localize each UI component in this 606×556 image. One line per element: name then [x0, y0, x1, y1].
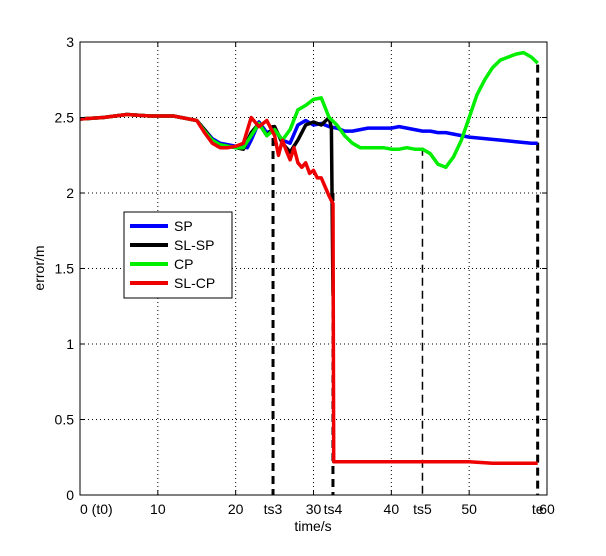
y-tick-label: 0.5	[55, 412, 75, 428]
x-axis-label: time/s	[294, 518, 331, 534]
event-marker-label-ts5: ts5	[413, 501, 432, 517]
x-tick-label: 20	[228, 501, 244, 517]
x-tick-label: 10	[150, 501, 166, 517]
x-tick-label: 50	[461, 501, 477, 517]
y-tick-label: 1	[66, 336, 74, 352]
legend-label-sp: SP	[174, 218, 193, 234]
legend-label-sl-cp: SL-CP	[174, 275, 215, 291]
axis-ticks: 0 (t0) 10 20 30 40 50 60 0 0.5 1 1.5 2 2.5 3 ts3 ts4 ts5…	[55, 34, 555, 517]
y-tick-label: 0	[66, 487, 74, 503]
legend-label-cp: CP	[174, 256, 193, 272]
y-axis-label: error/m	[31, 245, 47, 290]
series-line-sl-cp	[79, 112, 538, 466]
event-marker-label-te: te	[532, 501, 544, 517]
x-tick-label: 0 (t0)	[80, 501, 113, 517]
x-tick-label: 40	[384, 501, 400, 517]
data-series	[79, 50, 539, 466]
legend: SP SL-SP CP SL-CP	[123, 211, 233, 299]
y-tick-label: 1.5	[55, 261, 75, 277]
y-tick-label: 2.5	[55, 110, 75, 126]
y-tick-label: 3	[66, 34, 74, 50]
y-tick-label: 2	[66, 185, 74, 201]
legend-label-sl-sp: SL-SP	[174, 237, 214, 253]
event-marker-label-ts3: ts3	[264, 501, 283, 517]
x-tick-label: 60	[539, 501, 555, 517]
event-marker-label-ts4: ts4	[324, 501, 343, 517]
series-line-cp	[79, 50, 539, 170]
x-tick-label: 30	[306, 501, 322, 517]
